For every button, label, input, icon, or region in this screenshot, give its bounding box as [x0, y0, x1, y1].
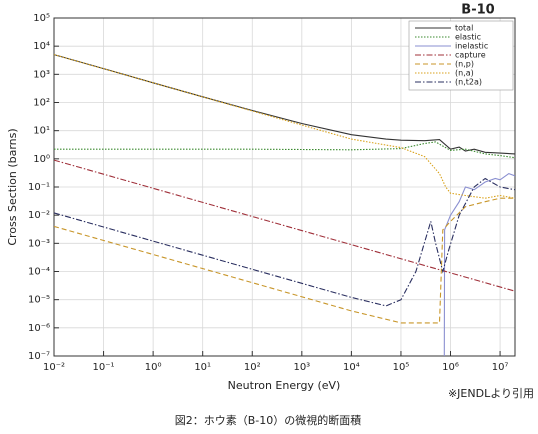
x-tick-label: 10¹	[194, 362, 211, 373]
x-tick-label: 10⁷	[492, 362, 509, 373]
source-note: ※JENDLより引用	[448, 386, 534, 400]
legend-box	[408, 20, 514, 91]
y-tick-label: 10⁰	[33, 154, 50, 165]
y-tick-label: 10²	[33, 98, 50, 109]
legend-label: elastic	[455, 33, 481, 42]
series-line	[54, 197, 515, 324]
x-tick-label: 10⁰	[145, 362, 162, 373]
y-tick-label: 10⁻³	[28, 238, 50, 249]
y-tick-label: 10⁻¹	[28, 182, 50, 193]
plot-frame	[53, 17, 516, 357]
legend-label: (n,a)	[455, 69, 474, 78]
legend-label: capture	[455, 51, 486, 60]
y-tick-label: 10⁵	[33, 13, 50, 24]
legend-label: total	[455, 24, 473, 33]
x-tick-label: 10⁴	[343, 362, 360, 373]
series-line	[54, 159, 515, 292]
x-tick-label: 10²	[244, 362, 261, 373]
y-tick-label: 10¹	[33, 126, 50, 137]
caption: 図2：ホウ素（B-10）の微視的断面積	[175, 413, 362, 427]
x-tick-label: 10⁻²	[43, 362, 65, 373]
series-line	[54, 141, 515, 159]
y-axis-label: Cross Section (barns)	[6, 128, 19, 245]
y-tick-label: 10⁻⁷	[28, 351, 50, 362]
series-line	[54, 54, 515, 199]
x-axis-label: Neutron Energy (eV)	[228, 379, 341, 392]
legend-label: (n,t2a)	[455, 78, 482, 87]
series-line	[443, 172, 515, 356]
x-tick-label: 10⁶	[442, 362, 459, 373]
y-tick-label: 10⁻⁵	[28, 295, 50, 306]
x-tick-label: 10⁵	[393, 362, 410, 373]
y-tick-label: 10⁻²	[28, 210, 50, 221]
series-line	[54, 54, 515, 155]
y-tick-label: 10³	[33, 69, 50, 80]
chart-title: B-10	[461, 3, 494, 18]
series-line	[54, 177, 515, 307]
x-tick-label: 10⁻¹	[93, 362, 115, 373]
legend-label: (n,p)	[455, 60, 474, 69]
y-tick-label: 10⁻⁶	[28, 323, 50, 334]
x-tick-label: 10³	[293, 362, 310, 373]
y-tick-label: 10⁴	[33, 41, 50, 52]
y-tick-label: 10⁻⁴	[28, 267, 50, 278]
legend-label: inelastic	[455, 42, 488, 51]
